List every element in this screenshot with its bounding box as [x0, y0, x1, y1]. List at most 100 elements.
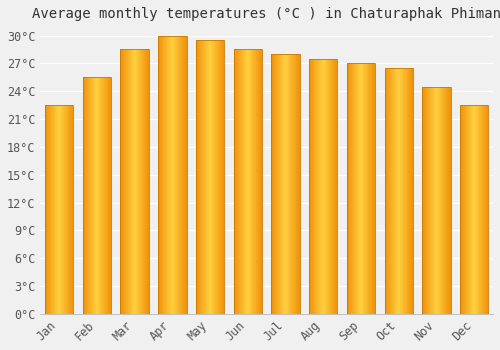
Bar: [206, 40, 208, 314]
Bar: [369, 63, 370, 314]
Bar: [314, 59, 315, 314]
Bar: [347, 63, 348, 314]
Bar: [478, 105, 480, 314]
Bar: [199, 40, 200, 314]
Bar: [175, 36, 176, 314]
Bar: [423, 86, 424, 314]
Bar: [45, 105, 74, 314]
Bar: [250, 49, 251, 314]
Bar: [327, 59, 328, 314]
Bar: [96, 77, 97, 314]
Bar: [141, 49, 142, 314]
Bar: [72, 105, 73, 314]
Bar: [196, 40, 197, 314]
Bar: [53, 105, 54, 314]
Bar: [107, 77, 108, 314]
Bar: [477, 105, 478, 314]
Bar: [297, 54, 298, 314]
Bar: [312, 59, 313, 314]
Bar: [122, 49, 124, 314]
Bar: [333, 59, 334, 314]
Bar: [213, 40, 214, 314]
Bar: [202, 40, 203, 314]
Bar: [337, 59, 338, 314]
Bar: [367, 63, 368, 314]
Bar: [57, 105, 58, 314]
Bar: [122, 49, 123, 314]
Bar: [290, 54, 291, 314]
Bar: [385, 68, 386, 314]
Bar: [148, 49, 149, 314]
Bar: [221, 40, 222, 314]
Bar: [49, 105, 50, 314]
Bar: [63, 105, 64, 314]
Bar: [69, 105, 70, 314]
Bar: [241, 49, 242, 314]
Bar: [429, 86, 430, 314]
Bar: [357, 63, 358, 314]
Bar: [432, 86, 433, 314]
Bar: [348, 63, 349, 314]
Bar: [46, 105, 48, 314]
Bar: [234, 49, 235, 314]
Bar: [166, 36, 168, 314]
Bar: [318, 59, 319, 314]
Bar: [145, 49, 146, 314]
Bar: [364, 63, 365, 314]
Bar: [85, 77, 86, 314]
Bar: [446, 86, 448, 314]
Bar: [386, 68, 387, 314]
Bar: [102, 77, 103, 314]
Bar: [128, 49, 129, 314]
Bar: [182, 36, 183, 314]
Bar: [288, 54, 289, 314]
Bar: [274, 54, 275, 314]
Bar: [441, 86, 442, 314]
Bar: [361, 63, 362, 314]
Bar: [260, 49, 261, 314]
Bar: [144, 49, 145, 314]
Bar: [476, 105, 477, 314]
Bar: [110, 77, 111, 314]
Bar: [125, 49, 126, 314]
Bar: [62, 105, 63, 314]
Bar: [350, 63, 351, 314]
Bar: [256, 49, 257, 314]
Bar: [316, 59, 317, 314]
Bar: [331, 59, 332, 314]
Bar: [65, 105, 66, 314]
Bar: [68, 105, 69, 314]
Bar: [106, 77, 107, 314]
Bar: [347, 63, 375, 314]
Bar: [315, 59, 316, 314]
Bar: [59, 105, 60, 314]
Bar: [137, 49, 138, 314]
Bar: [239, 49, 240, 314]
Bar: [438, 86, 439, 314]
Bar: [170, 36, 172, 314]
Bar: [336, 59, 337, 314]
Bar: [351, 63, 352, 314]
Bar: [89, 77, 90, 314]
Bar: [120, 49, 121, 314]
Bar: [384, 68, 385, 314]
Bar: [205, 40, 206, 314]
Bar: [371, 63, 372, 314]
Bar: [324, 59, 325, 314]
Bar: [474, 105, 475, 314]
Bar: [105, 77, 106, 314]
Bar: [317, 59, 318, 314]
Bar: [237, 49, 238, 314]
Bar: [130, 49, 132, 314]
Bar: [469, 105, 470, 314]
Bar: [481, 105, 482, 314]
Bar: [287, 54, 288, 314]
Bar: [397, 68, 398, 314]
Bar: [48, 105, 49, 314]
Bar: [422, 86, 450, 314]
Bar: [222, 40, 223, 314]
Bar: [431, 86, 432, 314]
Bar: [140, 49, 141, 314]
Bar: [309, 59, 338, 314]
Bar: [391, 68, 392, 314]
